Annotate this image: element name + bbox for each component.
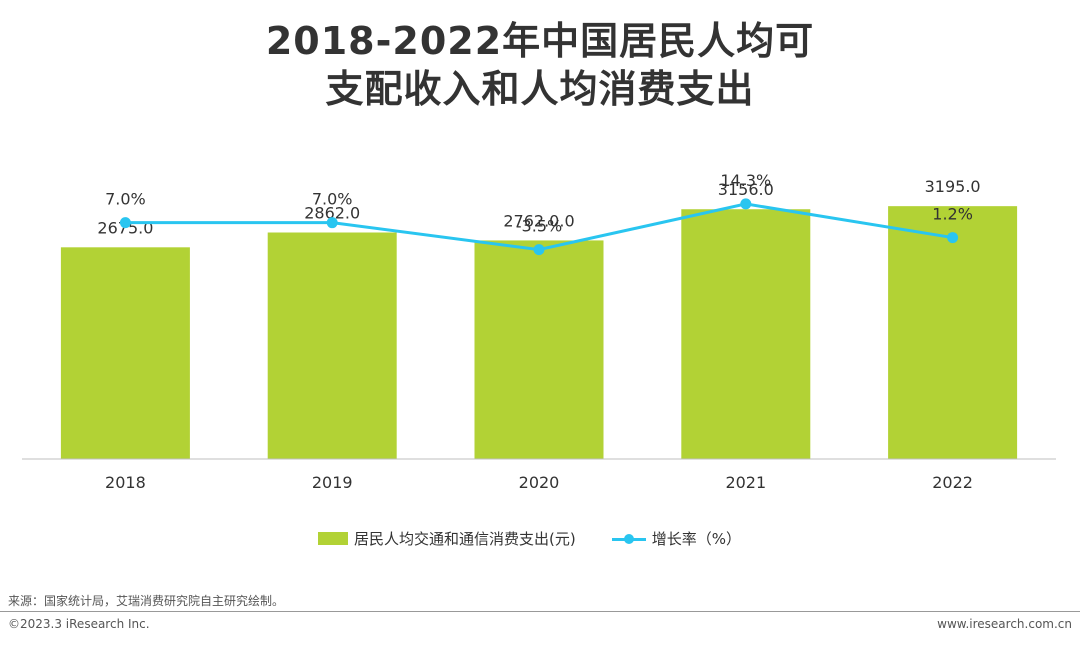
bar-2018 bbox=[60, 247, 190, 459]
chart-plot: 2675.02862.02762.0.03156.03195.020182019… bbox=[22, 171, 1056, 492]
growth-label-2020: -3.5% bbox=[516, 217, 562, 236]
bar-value-label-2022: 3195.0 bbox=[925, 177, 981, 196]
legend-line-swatch bbox=[611, 532, 646, 545]
bar-value-label-2019: 2862.0 bbox=[304, 204, 360, 223]
x-tick-label-2019: 2019 bbox=[312, 473, 353, 492]
website-link[interactable]: www.iresearch.com.cn bbox=[937, 617, 1072, 631]
growth-point-2019 bbox=[326, 217, 338, 229]
legend-bar-swatch bbox=[318, 531, 348, 545]
footer-divider bbox=[0, 611, 1080, 612]
legend-line-label: 增长率（%） bbox=[651, 529, 741, 548]
bar-value-label-2020: 2762.0.0 bbox=[503, 211, 574, 230]
legend-bar-label: 居民人均交通和通信消费支出(元) bbox=[354, 529, 576, 548]
chart-legend: 居民人均交通和通信消费支出(元) 增长率（%） bbox=[318, 527, 741, 549]
growth-point-2022 bbox=[947, 232, 959, 244]
source-note: 来源：国家统计局，艾瑞消费研究院自主研究绘制。 bbox=[8, 594, 285, 608]
growth-point-2018 bbox=[119, 217, 131, 229]
growth-label-2022: 1.2% bbox=[932, 205, 973, 224]
bar-2020 bbox=[474, 240, 604, 459]
copyright: ©2023.3 iResearch Inc. bbox=[8, 617, 150, 631]
growth-point-2020 bbox=[533, 244, 545, 256]
bar-value-label-2021: 3156.0 bbox=[718, 180, 774, 199]
bar-2022 bbox=[888, 206, 1018, 459]
growth-label-2021: 14.3% bbox=[720, 171, 771, 190]
x-tick-label-2021: 2021 bbox=[725, 473, 766, 492]
growth-point-2021 bbox=[740, 198, 752, 210]
chart-title-line-1: 2018-2022年中国居民人均可 bbox=[265, 19, 815, 63]
growth-label-2018: 7.0% bbox=[105, 190, 146, 209]
growth-label-2019: 7.0% bbox=[312, 190, 353, 209]
x-tick-label-2022: 2022 bbox=[932, 473, 973, 492]
x-tick-label-2018: 2018 bbox=[105, 473, 146, 492]
bar-2021 bbox=[681, 209, 811, 459]
x-tick-label-2020: 2020 bbox=[519, 473, 560, 492]
chart-title-line-2: 支配收入和人均消费支出 bbox=[325, 67, 755, 111]
bar-2019 bbox=[267, 232, 397, 459]
